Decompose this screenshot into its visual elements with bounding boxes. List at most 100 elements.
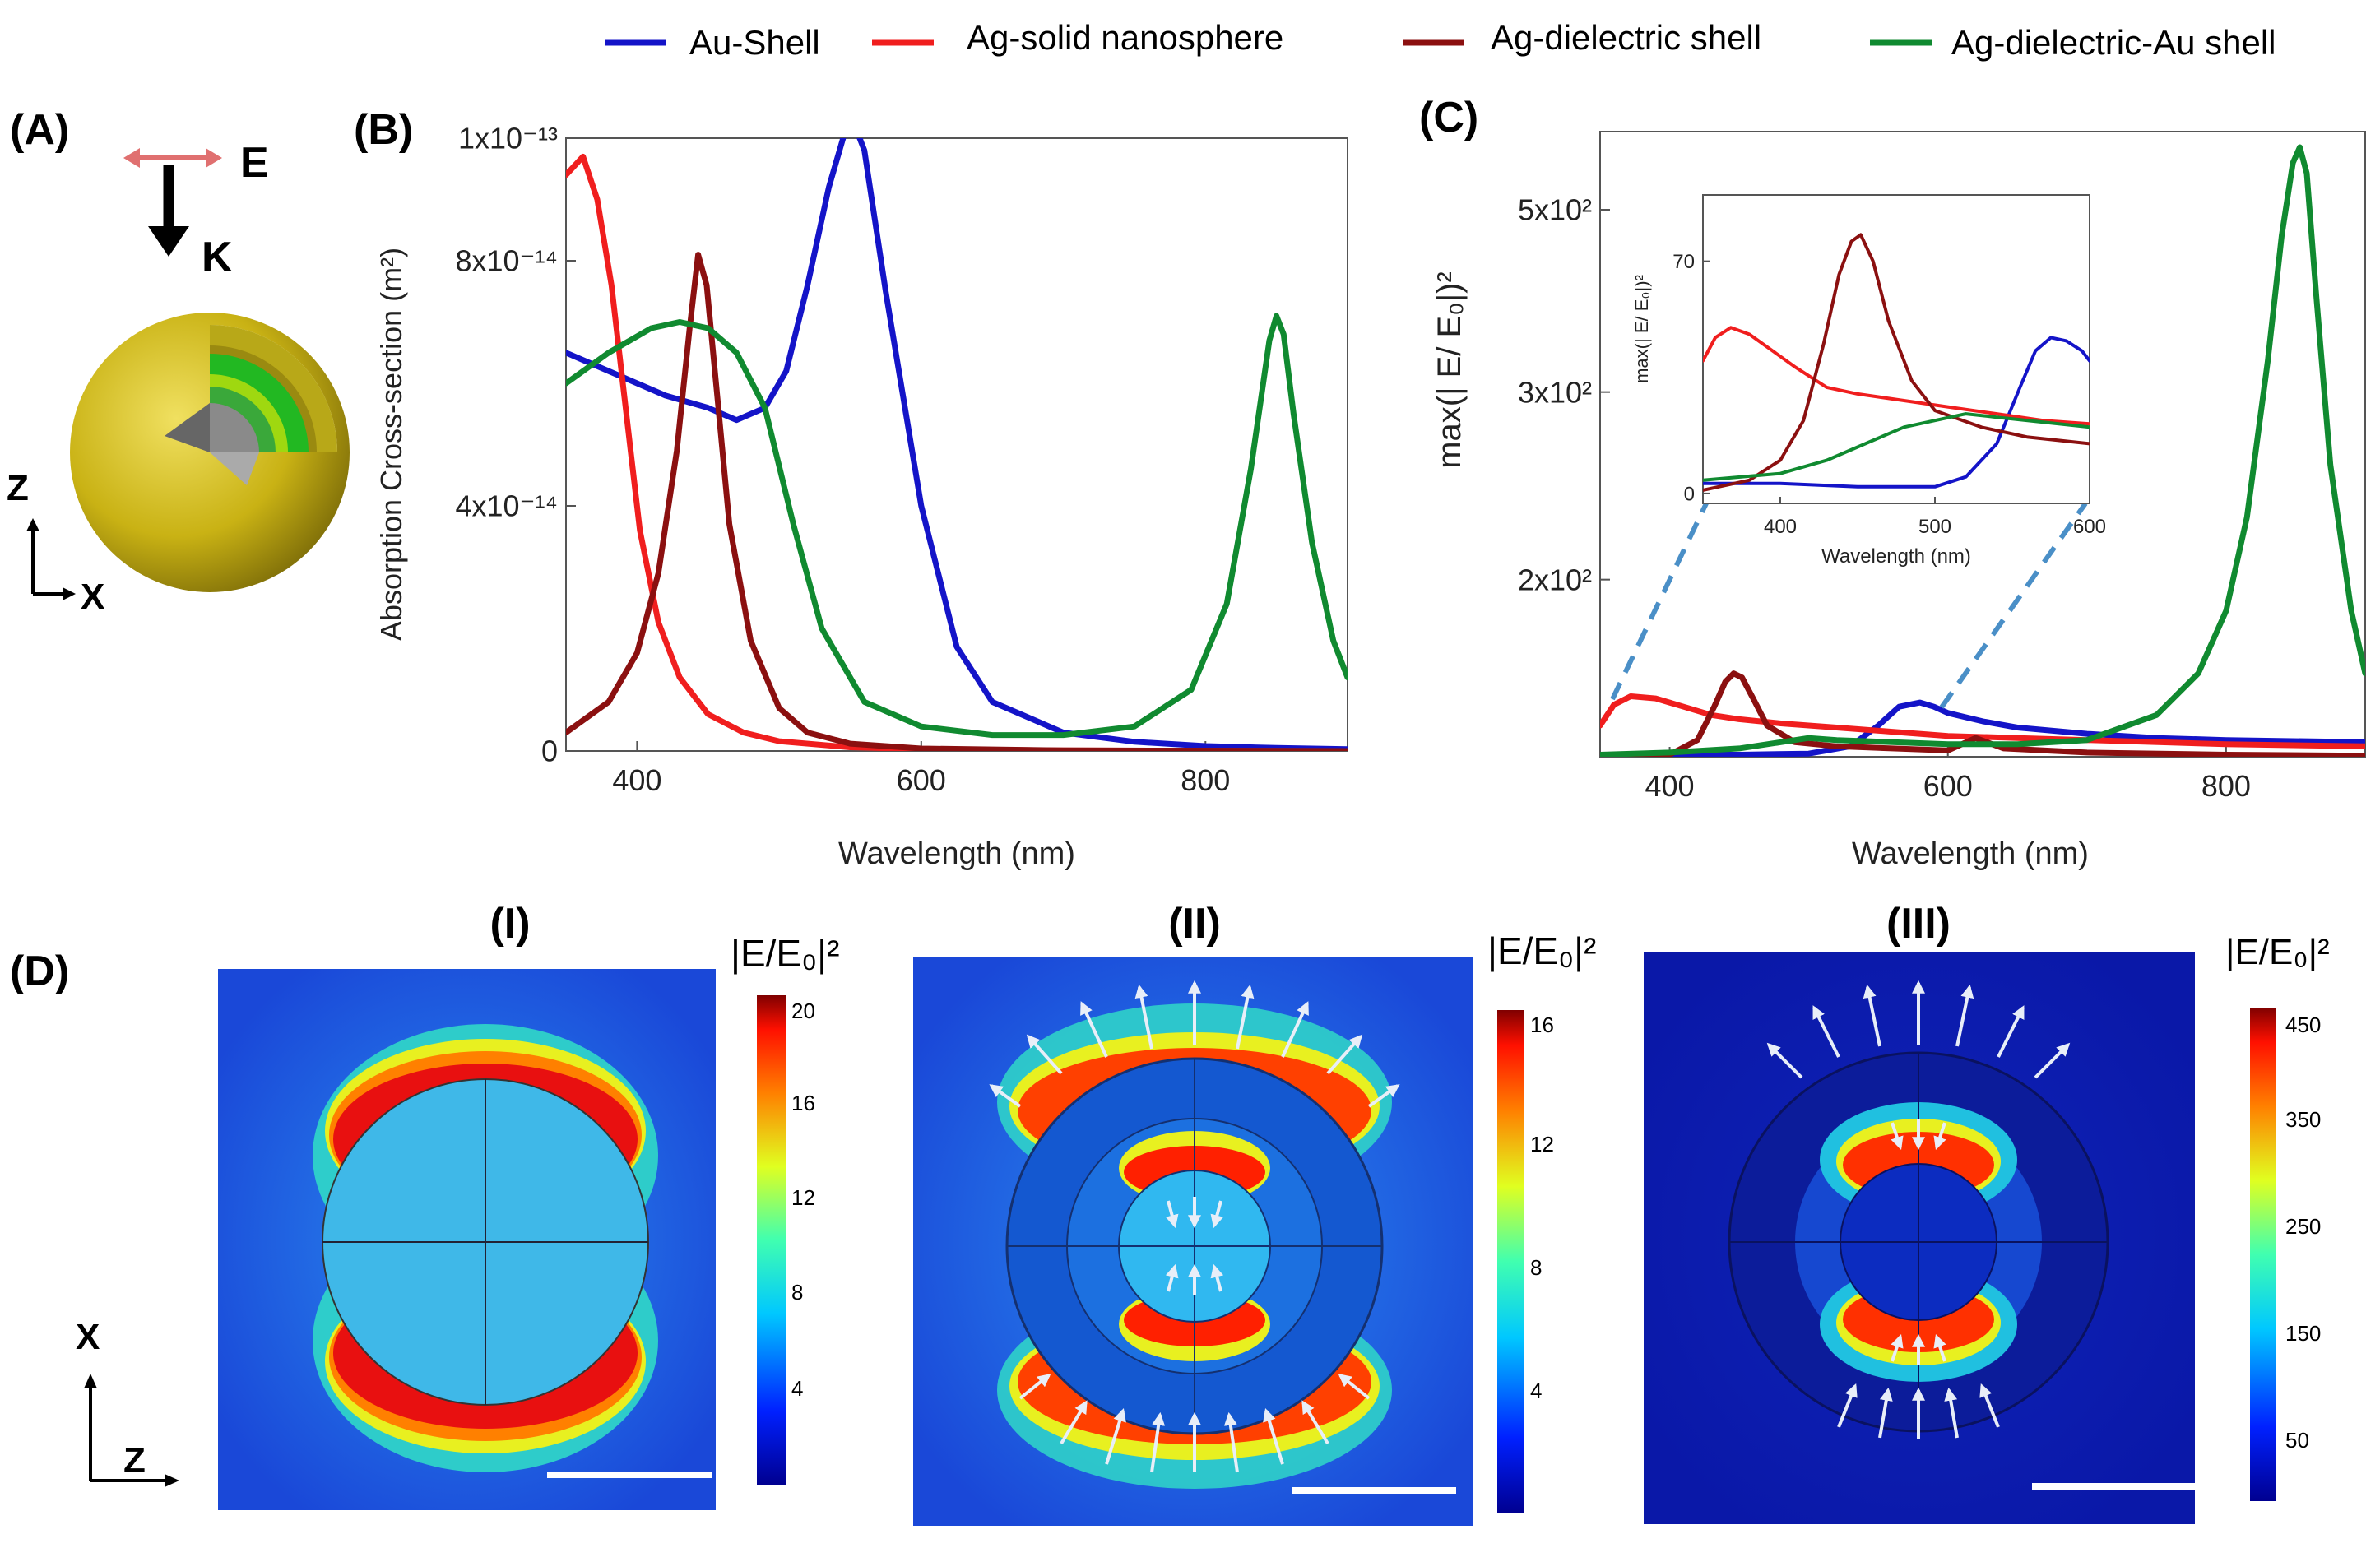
panel-d: (D) (I) (II) (III) |E/E₀|² 20 16 12 8	[10, 900, 2330, 1526]
axis-ticks-b: 400 600 800 0 4x10⁻¹⁴ 8x10⁻¹⁴ 1x10⁻¹³	[455, 122, 1230, 797]
plot-frame-c	[1599, 131, 2366, 758]
inset-zoom-lines	[1610, 500, 2088, 709]
b-xtick-label: 400	[612, 763, 661, 797]
legend: Au-Shell Ag-solid nanosphere Ag-dielectr…	[605, 18, 2276, 62]
b-series-ag-dielectric	[566, 252, 1348, 751]
colorbar-tick-2-4: 4	[1530, 1379, 1542, 1403]
c-series-ag-dielectric	[1600, 670, 2365, 757]
panel-c: (C) 400 600 800 2x10² 3x10² 5x10² Wavelength …	[1419, 94, 2366, 871]
axis-indicator-a	[26, 518, 76, 600]
inset-ytick-label: 0	[1684, 483, 1695, 505]
map-title-1: (I)	[489, 900, 530, 948]
colorbar-tick-3-350: 350	[2285, 1107, 2321, 1132]
legend-label-au-shell: Au-Shell	[689, 23, 820, 62]
legend-item-ag-dielectric-au: Ag-dielectric-Au shell	[1870, 23, 2276, 62]
plot-frame-b	[565, 137, 1348, 752]
axis-title-y-c: max(| E/ E₀|)²	[1431, 271, 1468, 469]
c-series-au-shell	[1600, 699, 2365, 757]
c-ytick-label: 3x10²	[1518, 375, 1592, 409]
colorbar-tick-2-12: 12	[1530, 1132, 1554, 1156]
colorbar-title-3: |E/E₀|²	[2225, 932, 2330, 972]
e-field-label: E	[240, 139, 269, 187]
c-series-ag-dielectric-au	[1600, 144, 2365, 757]
inset-axis-title-x: Wavelength (nm)	[1821, 545, 1971, 568]
axis-title-y-b: Absorption Cross-section (m²)	[374, 248, 408, 641]
c-xtick-label: 400	[1645, 769, 1695, 803]
legend-label-ag-solid: Ag-solid nanosphere	[967, 18, 1283, 57]
b-series-ag-dielectric-au	[566, 313, 1348, 739]
colorbar-tick-2-8: 8	[1530, 1255, 1542, 1280]
e-field-arrow-icon	[123, 148, 222, 168]
field-arrows-2	[989, 980, 1400, 1473]
colorbar-tick-1-16: 16	[791, 1091, 815, 1115]
field-map-1	[218, 969, 716, 1510]
map-title-2: (II)	[1168, 900, 1221, 948]
panel-label-b: (B)	[354, 106, 413, 154]
colorbar-tick-2-16: 16	[1530, 1013, 1554, 1037]
b-ytick-label: 0	[541, 735, 558, 768]
colorbar-title-2: |E/E₀|²	[1487, 929, 1596, 972]
colorbar-tick-1-8: 8	[791, 1280, 803, 1305]
colorbar-3: |E/E₀|² 450 350 250 150 50	[2225, 932, 2330, 1501]
c-xtick-label: 800	[2201, 769, 2251, 803]
c-ytick-label: 5x10²	[1518, 193, 1592, 227]
legend-label-ag-dielectric-au: Ag-dielectric-Au shell	[1951, 23, 2276, 62]
b-ytick-label: 4x10⁻¹⁴	[455, 489, 558, 523]
axis-label-z: Z	[7, 468, 29, 508]
axis-indicator-d	[84, 1374, 179, 1487]
colorbar-1: |E/E₀|² 20 16 12 8 4	[731, 932, 839, 1485]
map-title-3: (III)	[1886, 900, 1951, 948]
b-xtick-label: 600	[897, 763, 946, 797]
c-xtick-label: 600	[1923, 769, 1973, 803]
colorbar-title-1: |E/E₀|²	[731, 932, 839, 975]
inset-ytick-label: 70	[1672, 251, 1695, 273]
inset-series-ag-dielectric	[1703, 233, 2090, 492]
colorbar-tick-1-12: 12	[791, 1185, 815, 1210]
b-series-au-shell	[566, 138, 1348, 751]
axis-label-d-z: Z	[123, 1440, 146, 1481]
field-map-2	[913, 957, 1473, 1526]
panel-label-c: (C)	[1419, 94, 1478, 141]
panel-label-d: (D)	[10, 948, 69, 995]
colorbar-2: |E/E₀|² 16 12 8 4	[1487, 929, 1596, 1513]
colorbar-tick-3-250: 250	[2285, 1214, 2321, 1239]
panel-a: (A) E K Z X	[7, 106, 350, 617]
axis-title-x-b: Wavelength (nm)	[838, 837, 1075, 871]
k-vector-label: K	[202, 234, 233, 281]
axis-label-x: X	[81, 577, 104, 617]
b-ytick-label: 8x10⁻¹⁴	[455, 244, 558, 278]
c-ytick-label: 2x10²	[1518, 563, 1592, 596]
legend-item-ag-dielectric: Ag-dielectric shell	[1403, 18, 1761, 57]
field-map-3	[1644, 952, 2195, 1524]
k-vector-arrow-icon	[148, 165, 189, 257]
inset-ticks: 400 500 600 0 70	[1672, 251, 2106, 538]
colorbar-tick-3-150: 150	[2285, 1321, 2321, 1346]
series-group-c	[1600, 144, 2365, 757]
field-arrows-3	[1766, 980, 2071, 1439]
inset-frame	[1702, 194, 2090, 504]
colorbar-tick-1-20: 20	[791, 999, 815, 1023]
inset-xtick-label: 500	[1918, 516, 1951, 538]
inset-series-ag-solid	[1703, 326, 2090, 426]
b-series-ag-solid	[566, 153, 1348, 751]
colorbar-tick-3-50: 50	[2285, 1428, 2309, 1453]
panel-label-a: (A)	[10, 106, 69, 154]
axis-ticks-c: 400 600 800 2x10² 3x10² 5x10²	[1518, 193, 2251, 803]
inset-xtick-label: 400	[1764, 516, 1797, 538]
colorbar-tick-3-450: 450	[2285, 1013, 2321, 1037]
inset-xtick-label: 600	[2073, 516, 2106, 538]
b-ytick-label: 1x10⁻¹³	[458, 122, 558, 155]
inset-series-ag-dielectric-au	[1703, 412, 2090, 482]
colorbar-tick-1-4: 4	[791, 1376, 803, 1401]
b-xtick-label: 800	[1181, 763, 1230, 797]
axis-title-x-c: Wavelength (nm)	[1852, 837, 2089, 871]
inset-series-group	[1703, 233, 2090, 492]
axis-label-d-x: X	[76, 1317, 100, 1357]
legend-item-ag-solid: Ag-solid nanosphere	[872, 18, 1283, 57]
legend-label-ag-dielectric: Ag-dielectric shell	[1491, 18, 1761, 57]
series-group-b	[566, 138, 1348, 751]
inset-axis-title-y: max(| E/ E₀|)²	[1631, 275, 1652, 383]
nanoparticle-sphere-icon	[70, 313, 350, 592]
panel-b: (B) 400 600 800 0 4x10⁻¹⁴ 8x10⁻¹⁴ 1x10⁻¹³ Wave…	[354, 106, 1348, 871]
